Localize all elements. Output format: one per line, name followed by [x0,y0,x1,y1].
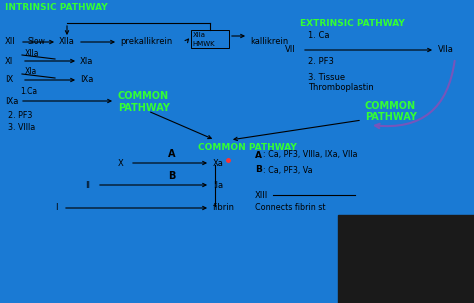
Text: : Ca, PF3, Va: : Ca, PF3, Va [263,165,313,175]
Text: XII: XII [5,38,16,46]
Text: I: I [55,204,57,212]
Text: Connects fibrin st: Connects fibrin st [255,204,326,212]
Text: VIIa: VIIa [438,45,454,55]
Text: XIa: XIa [25,68,37,76]
Bar [338,215,474,303]
Text: 3. Tissue: 3. Tissue [308,72,345,82]
Text: prekallikrein: prekallikrein [120,38,172,46]
Text: XIII: XIII [255,191,268,199]
Text: IIa: IIa [213,181,223,189]
Text: XIIa: XIIa [25,48,39,58]
Text: XI: XI [5,56,13,65]
Text: : Ca, PF3, VIIIa, IXa, VIIa: : Ca, PF3, VIIIa, IXa, VIIa [263,151,357,159]
Text: Slow: Slow [28,38,46,46]
Text: PATHWAY: PATHWAY [365,112,417,122]
Text: 1. Ca: 1. Ca [308,32,329,41]
Text: COMMON: COMMON [365,101,416,111]
Text: 1.Ca: 1.Ca [20,88,37,96]
Text: INTRINSIC PATHWAY: INTRINSIC PATHWAY [5,4,108,12]
Text: PATHWAY: PATHWAY [118,103,170,113]
Text: A: A [168,149,175,159]
Text: XIIa: XIIa [59,38,75,46]
Text: fibrin: fibrin [213,204,235,212]
Text: Xa: Xa [213,158,224,168]
Text: IX: IX [5,75,13,85]
FancyArrowPatch shape [375,61,455,128]
Text: IXa: IXa [5,96,18,105]
Text: B: B [168,171,175,181]
Text: 3. VIIIa: 3. VIIIa [8,124,35,132]
Text: X: X [118,158,124,168]
Text: A: A [255,151,262,159]
Text: VII: VII [285,45,296,55]
Text: XIa: XIa [80,56,93,65]
Text: HMWK: HMWK [192,41,215,47]
Text: IXa: IXa [80,75,93,85]
Text: COMMON: COMMON [118,91,169,101]
Text: Thromboplastin: Thromboplastin [308,84,374,92]
Text: COMMON PATHWAY: COMMON PATHWAY [198,144,297,152]
Text: EXTRINSIC PATHWAY: EXTRINSIC PATHWAY [300,19,405,28]
Bar [191,30,229,48]
Text: 2. PF3: 2. PF3 [308,58,334,66]
Text: XIIa: XIIa [193,32,206,38]
Text: II: II [85,181,90,189]
Text: B: B [255,165,262,175]
Text: kallikrein: kallikrein [250,38,288,46]
Text: 2. PF3: 2. PF3 [8,112,32,121]
